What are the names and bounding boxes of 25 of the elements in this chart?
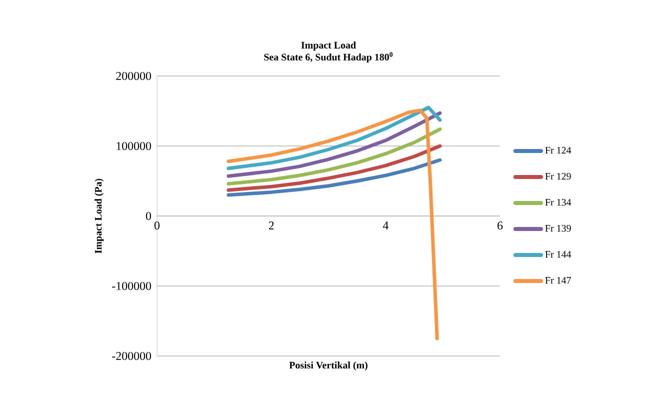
y-tick-label: 100000 — [116, 142, 152, 150]
y-tick-label: 0 — [146, 212, 152, 220]
legend-label: Fr 124 — [545, 146, 572, 154]
line-series — [226, 158, 442, 197]
x-tick-label: 4 — [382, 222, 388, 230]
x-tick-label: 6 — [498, 222, 503, 230]
y-tick-label: 200000 — [116, 72, 152, 80]
line-series — [226, 108, 439, 340]
y-tick-label: -200000 — [112, 352, 152, 360]
legend-label: Fr 129 — [545, 172, 571, 180]
x-axis-title: Posisi Vertikal (m) — [289, 362, 368, 371]
y-tick-label: -100000 — [112, 282, 152, 290]
legend-label: Fr 147 — [545, 277, 571, 284]
legend-label: Fr 144 — [545, 251, 572, 258]
legend-label: Fr 139 — [545, 224, 571, 232]
legend-label: Fr 134 — [545, 198, 572, 206]
chart-title: Impact Load — [301, 42, 356, 51]
y-axis-title: Impact Load (Pa) — [94, 178, 104, 254]
line-series — [226, 144, 442, 192]
line-series — [226, 127, 442, 186]
line-series — [226, 111, 442, 178]
x-tick-label: 0 — [154, 222, 160, 230]
x-tick-label: 2 — [268, 222, 274, 230]
line-series — [226, 106, 442, 170]
chart-subtitle: Sea State 6, Sudut Hadap 180$^{0}$ — [264, 52, 393, 63]
